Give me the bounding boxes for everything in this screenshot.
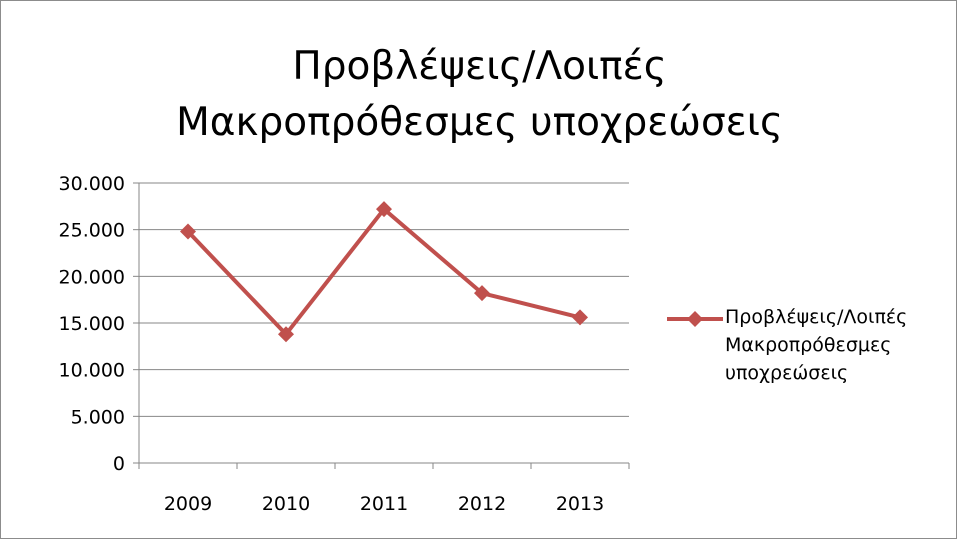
legend-label: Προβλέψεις/Λοιπές Μακροπρόθεσμες υποχρεώ…	[725, 303, 955, 387]
x-tick-label: 2009	[164, 493, 212, 515]
y-tick-label: 20.000	[59, 266, 125, 288]
data-point-marker	[572, 309, 588, 326]
data-point-marker	[180, 223, 196, 240]
x-tick-label: 2011	[360, 493, 408, 515]
x-tick-label: 2013	[556, 493, 604, 515]
data-point-marker	[278, 326, 294, 343]
x-tick-label: 2010	[262, 493, 310, 515]
y-tick-label: 25.000	[59, 220, 125, 242]
x-tick-label: 2012	[458, 493, 506, 515]
data-point-marker	[474, 285, 490, 302]
y-tick-label: 10.000	[59, 360, 125, 382]
y-tick-label: 0	[113, 453, 125, 475]
chart-title-line-1: Προβλέψεις/Λοιπές	[292, 44, 667, 89]
legend-marker	[667, 311, 723, 327]
legend-label-line-1: Προβλέψεις/Λοιπές	[725, 306, 908, 328]
chart-title: Προβλέψεις/Λοιπές Μακροπρόθεσμες υποχρεώ…	[1, 39, 957, 151]
y-tick-label: 30.000	[59, 173, 125, 195]
data-point-marker	[376, 201, 392, 218]
y-tick-label: 5.000	[71, 406, 125, 428]
legend-label-line-3: υποχρεώσεις	[725, 362, 849, 384]
y-tick-label: 15.000	[59, 313, 125, 335]
series-line	[186, 207, 581, 337]
chart-title-line-2: Μακροπρόθεσμες υποχρεώσεις	[176, 100, 783, 145]
legend-label-line-2: Μακροπρόθεσμες	[725, 334, 892, 356]
